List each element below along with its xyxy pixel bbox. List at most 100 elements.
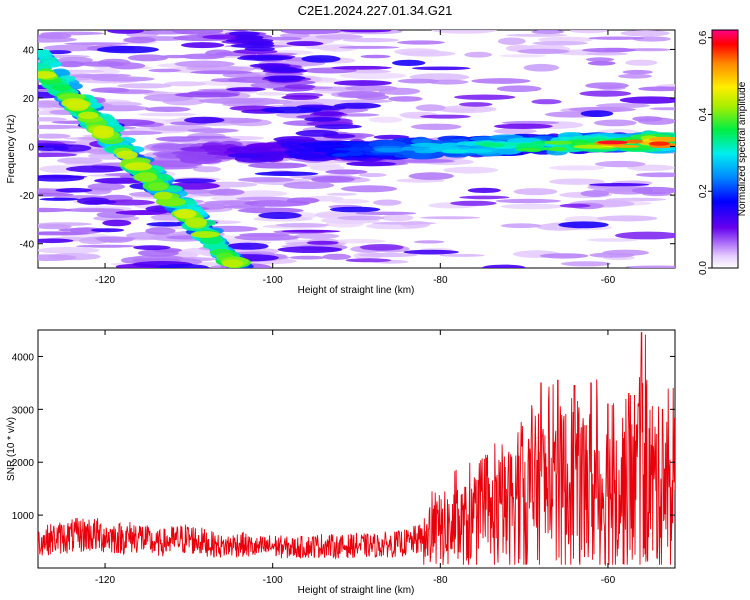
heatmap-cell [347,147,365,152]
heatmap-cell [127,54,169,62]
heatmap-cell [314,124,362,129]
heatmap-cell [648,141,670,146]
heatmap-cell [184,116,225,124]
heatmap-cell [90,228,125,233]
heatmap-cell [94,177,147,184]
heatmap-cell [392,59,426,66]
heatmap-cell [397,78,439,84]
heatmap-cell [38,254,77,261]
heatmap-cell [464,51,493,58]
heatmap-cell [312,111,345,116]
heatmap-cell [174,60,235,68]
colorbar: 0.0 0.2 0.4 0.6 Normalized spectral amplitu… [698,29,748,275]
heatmap-cell [315,34,364,40]
heatmap-cell [340,30,392,33]
heatmap-cell [595,103,650,109]
heatmap-cell [372,221,437,225]
snr-y-tick-label: 2000 [12,458,35,469]
heatmap-cell [134,172,158,183]
snr-x-axis-label: Height of straight line (km) [298,585,415,596]
heatmap-cell [174,208,197,219]
heatmap-cell [38,174,85,182]
heatmap-y-tick-label: 20 [23,94,35,105]
heatmap-cell [184,217,207,228]
heatmap-x-tick-label: -120 [95,275,115,286]
heatmap-cell [586,57,614,62]
heatmap-cell [625,139,644,144]
heatmap-cell [558,221,609,229]
snr-y-tick-label: 4000 [12,352,35,363]
heatmap-cell [532,41,588,46]
heatmap-cell [38,145,70,151]
heatmap-cell [38,32,72,40]
heatmap-cell [340,185,398,193]
heatmap-cell [415,104,446,112]
heatmap-cell [615,231,675,240]
heatmap-cell [497,37,526,45]
heatmap-cell [331,153,348,157]
heatmap-cell [39,197,80,201]
heatmap-cell [124,162,152,171]
heatmap-cell [480,142,505,148]
heatmap-cell [226,87,266,92]
heatmap-cell [612,144,640,148]
heatmap-cell [277,75,306,81]
heatmap-cell [326,192,358,196]
heatmap-cell [622,69,653,75]
heatmap-cell [450,200,497,206]
snr-y-tick-label: 3000 [12,405,35,416]
heatmap-cell [517,48,570,55]
heatmap-cell [294,233,340,240]
heatmap-cell [151,144,189,150]
heatmap-cell [281,95,320,100]
heatmap-cell [38,71,57,79]
heatmap-cell [513,188,558,196]
heatmap-cell [145,227,176,235]
heatmap-cell [360,244,404,251]
heatmap-x-axis: -120 -100 -80 -60 [95,30,616,286]
heatmap-cell [649,107,675,111]
colorbar-tick-label: 0.4 [698,107,709,121]
heatmap-cell [342,37,399,43]
heatmap-cell [493,128,537,135]
heatmap-cell [133,245,171,251]
heatmap-cell [549,178,605,185]
snr-x-tick-label: -80 [433,575,448,586]
heatmap-cell [358,252,418,258]
heatmap-cell [373,199,402,206]
heatmap-x-axis-label: Height of straight line (km) [298,285,415,296]
heatmap-cell [187,128,239,134]
heatmap-cell [284,84,316,90]
colorbar-ticks: 0.0 0.2 0.4 0.6 [698,30,712,275]
heatmap-cell [154,191,173,200]
heatmap-cell [172,30,224,35]
heatmap-cell [539,253,589,259]
heatmap-cell [254,171,319,176]
heatmap-cell [180,53,226,60]
heatmap-cell [580,190,610,197]
heatmap-cell [147,182,168,191]
heatmap-cell [325,169,368,175]
heatmap-cell [331,65,392,70]
heatmap-cell [226,146,268,154]
heatmap-cell [116,83,173,89]
heatmap-cell [573,144,607,149]
heatmap-cell [506,33,568,37]
heatmap-cell [618,73,652,79]
colorbar-label: Normalized spectral amplitude [737,81,748,216]
heatmap-cell [163,81,207,87]
heatmap-cell [341,99,393,104]
heatmap-cell [331,199,370,204]
heatmap-cell [494,123,553,129]
heatmap-cell [635,172,675,178]
colorbar-tick-label: 0.0 [698,261,709,275]
heatmap-cell [329,206,381,213]
heatmap-cell [410,123,462,130]
heatmap-cell [358,173,387,177]
heatmap-cell [38,192,74,197]
heatmap-cell [559,203,591,208]
heatmap-cell [409,153,432,159]
heatmap-cell [51,84,72,92]
heatmap-cell [80,61,125,67]
